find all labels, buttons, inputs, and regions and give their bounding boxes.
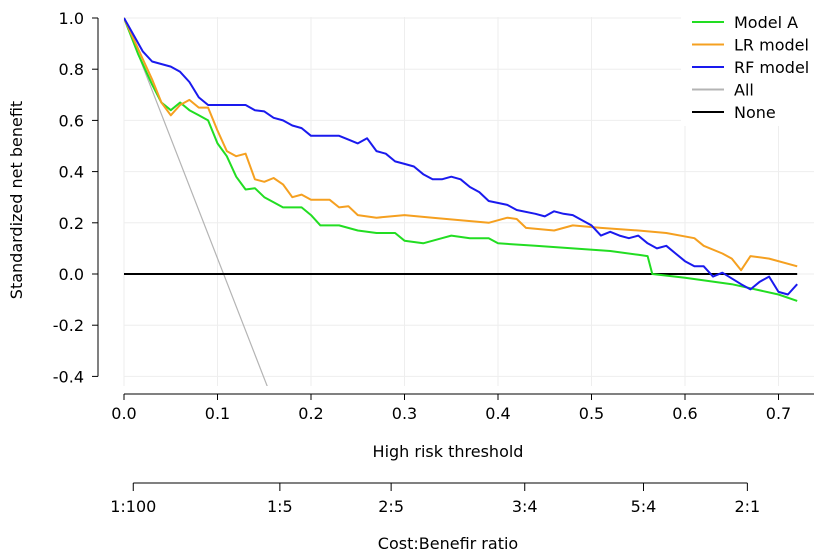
legend-label-none: None xyxy=(734,103,776,122)
cost-benefit-axis-label: Cost:Benefir ratio xyxy=(378,534,518,553)
series-line-lr-model xyxy=(124,17,798,272)
cost-benefit-axis: 1:100 1:5 2:5 3:4 5:4 2:1 xyxy=(110,482,760,516)
cost-benefit-tick-label: 3:4 xyxy=(512,497,538,516)
y-axis: 1.0 0.8 0.6 0.4 0.2 0.0 -0.2 -0.4 xyxy=(53,9,99,386)
cost-benefit-tick-label: 1:100 xyxy=(110,497,156,516)
y-tick-label: 0.0 xyxy=(59,265,84,284)
cost-benefit-tick-label: 2:1 xyxy=(734,497,760,516)
y-tick-label: 1.0 xyxy=(59,9,84,28)
x-tick-label: 0.1 xyxy=(205,404,230,423)
x-axis: 0.0 0.1 0.2 0.3 0.4 0.5 0.6 0.7 xyxy=(111,393,814,423)
x-tick-label: 0.6 xyxy=(672,404,697,423)
x-tick-label: 0.0 xyxy=(111,404,136,423)
y-tick-label: 0.8 xyxy=(59,60,84,79)
y-tick-label: -0.2 xyxy=(53,316,84,335)
legend-label-model-a: Model A xyxy=(734,13,798,32)
x-axis-label: High risk threshold xyxy=(373,442,524,461)
legend: Model A LR model RF model All None xyxy=(681,8,814,126)
series-line-all xyxy=(124,17,268,386)
x-tick-label: 0.2 xyxy=(298,404,323,423)
x-tick-label: 0.5 xyxy=(579,404,604,423)
legend-label-all: All xyxy=(734,81,754,100)
y-tick-label: 0.4 xyxy=(59,163,84,182)
series-line-rf-model xyxy=(124,17,798,296)
x-tick-label: 0.7 xyxy=(766,404,791,423)
x-tick-label: 0.3 xyxy=(392,404,417,423)
cost-benefit-tick-label: 1:5 xyxy=(267,497,293,516)
series-line-model-a xyxy=(124,17,798,302)
legend-label-rf-model: RF model xyxy=(734,58,809,77)
cost-benefit-tick-label: 5:4 xyxy=(631,497,657,516)
y-tick-label: 0.6 xyxy=(59,111,84,130)
cost-benefit-tick-label: 2:5 xyxy=(378,497,404,516)
series-layer xyxy=(124,17,798,386)
x-tick-label: 0.4 xyxy=(485,404,510,423)
legend-label-lr-model: LR model xyxy=(734,36,809,55)
y-tick-label: -0.4 xyxy=(53,367,84,386)
y-axis-label: Standardized net benefit xyxy=(7,101,26,299)
y-tick-label: 0.2 xyxy=(59,214,84,233)
